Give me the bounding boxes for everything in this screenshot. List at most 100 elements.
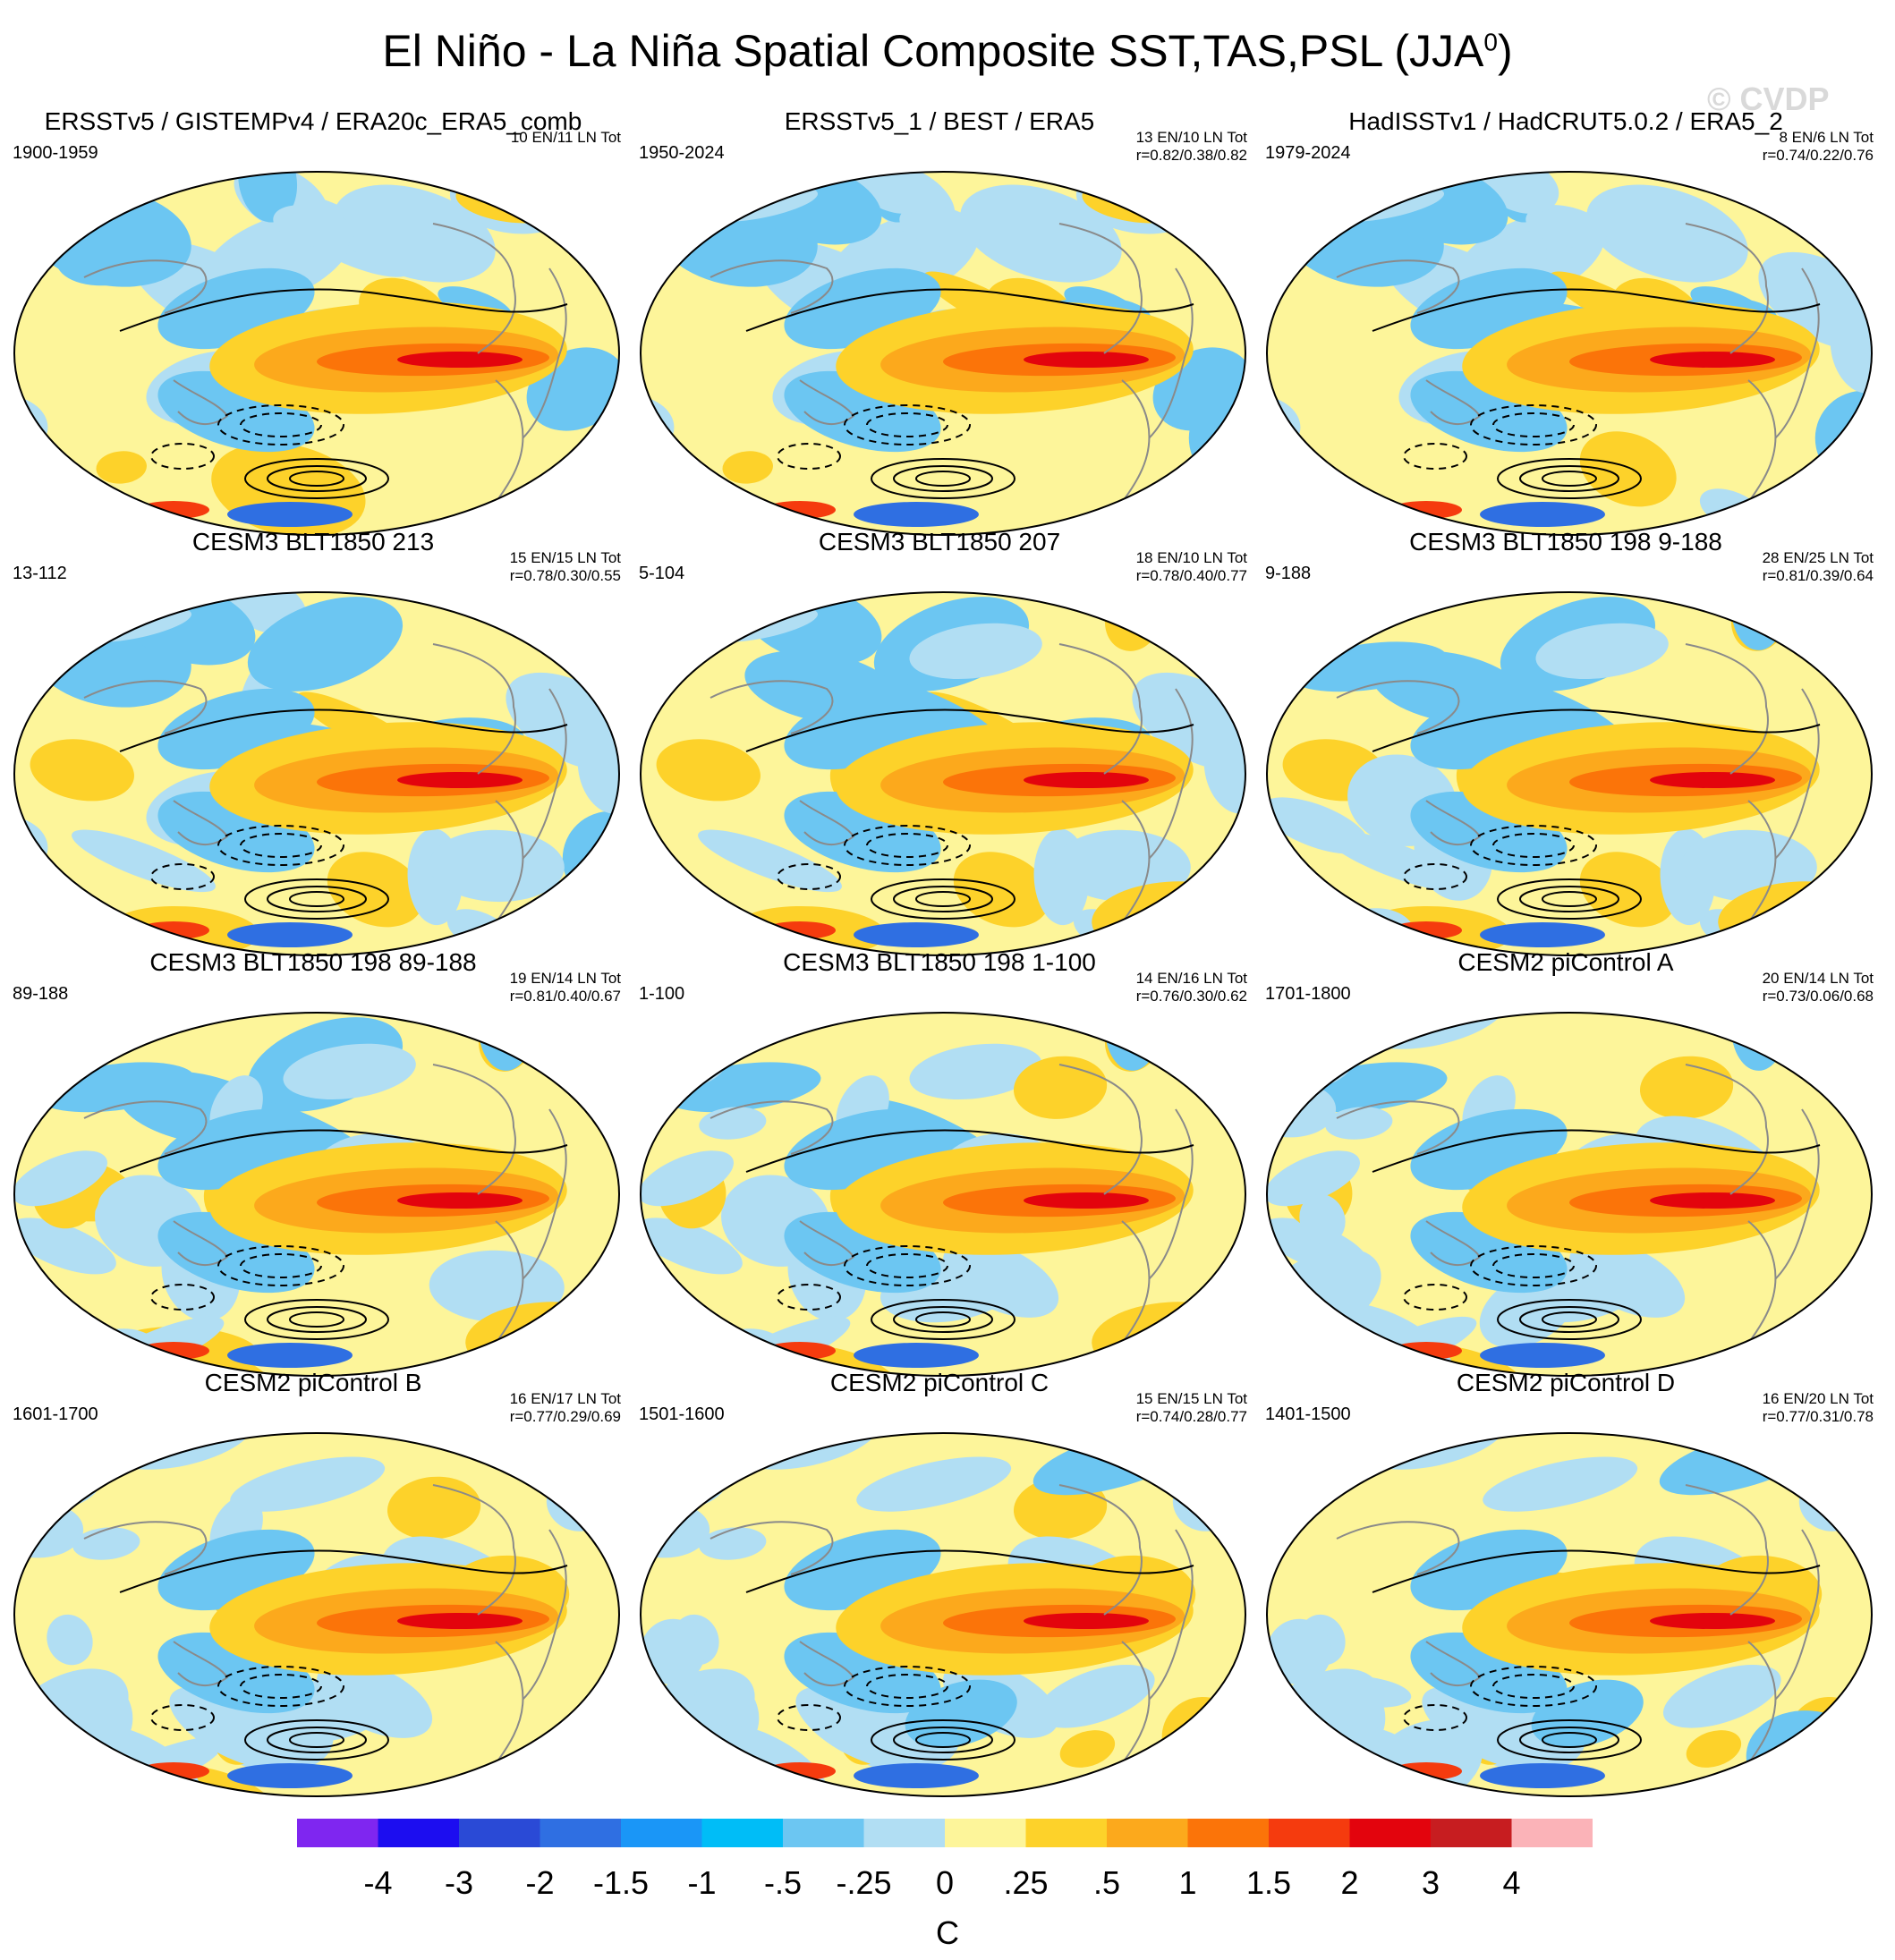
coastline [173, 800, 229, 846]
psl-contour-positive [267, 1306, 367, 1333]
colorbar-tick-label: 2 [1340, 1864, 1359, 1901]
anomaly-patch [1586, 184, 1748, 283]
coastline [1425, 1220, 1482, 1267]
pattern-correlation: r=0.74/0.22/0.76 [1762, 147, 1874, 164]
colorbar-tick-label: 1.5 [1245, 1864, 1292, 1901]
map-border [13, 591, 620, 956]
coastline [1774, 1108, 1820, 1280]
colorbar-swatch [297, 1819, 378, 1847]
anomaly-patch [641, 1150, 734, 1207]
anomaly-patch [1267, 797, 1369, 854]
anomaly-patch [1299, 1193, 1346, 1245]
psl-contour-positive [1497, 878, 1642, 920]
colorbar-units: C [936, 1914, 959, 1951]
event-counts: 20 EN/14 LN Tot [1762, 970, 1874, 987]
psl-contour-positive [871, 1719, 1015, 1761]
composite-map [1266, 1012, 1873, 1377]
map-panel: CESM3 BLT1850 198 9-188 9-188 28 EN/25 LN … [1253, 528, 1879, 956]
map-panel: CESM3 BLT1850 213 13-112 15 EN/15 LN Tot r=… [0, 528, 626, 956]
composite-map [640, 1432, 1246, 1797]
psl-contour-negative [1403, 863, 1467, 890]
psl-contour-negative [844, 1245, 971, 1286]
anomaly-patch [909, 1043, 1042, 1100]
panel-counts: 15 EN/15 LN Tot r=0.74/0.28/0.77 [1136, 1390, 1247, 1426]
psl-zero-contour [1372, 1129, 1821, 1173]
figure-title-superscript: 0 [1483, 28, 1498, 56]
warm-tongue-peak [1650, 1192, 1775, 1209]
psl-zero-contour [1372, 708, 1821, 752]
pattern-correlation: r=0.78/0.40/0.77 [1135, 567, 1247, 584]
coastline [83, 680, 208, 734]
panel-counts: 15 EN/15 LN Tot r=0.78/0.30/0.55 [510, 549, 621, 585]
panel-title: CESM2 piControl A [1457, 948, 1674, 976]
event-counts: 16 EN/20 LN Tot [1762, 1390, 1874, 1407]
panel-period: 1501-1600 [639, 1404, 725, 1424]
map-panel: HadISSTv1 / HadCRUT5.0.2 / ERA5_2 1979-20… [1253, 107, 1879, 536]
coastline [1685, 223, 1769, 354]
psl-contour-positive [1497, 1299, 1642, 1340]
psl-zero-contour [119, 708, 568, 752]
cool-anomaly-antarctic [854, 502, 979, 527]
psl-contour-positive [1497, 458, 1642, 499]
panel-period: 1950-2024 [639, 143, 725, 163]
psl-contour-negative [150, 443, 215, 470]
anomaly-patch [1483, 1456, 1638, 1512]
anomaly-patch [14, 1218, 116, 1275]
pattern-correlation: r=0.77/0.31/0.78 [1762, 1408, 1874, 1425]
colorbar-swatch [863, 1819, 946, 1847]
colorbar-tick-label: -.25 [836, 1864, 892, 1901]
panel-title: ERSSTv5 / GISTEMPv4 / ERA20c_ERA5_comb [44, 107, 582, 135]
map-border [1266, 1432, 1873, 1797]
map-border [13, 1432, 620, 1797]
coastline [799, 800, 855, 846]
psl-contour-negative [1470, 1245, 1597, 1286]
coastline [1425, 800, 1482, 846]
anomaly-patch [641, 1618, 706, 1685]
coastline [1148, 267, 1194, 439]
psl-contour-positive [1542, 891, 1597, 907]
panel-counts: 16 EN/20 LN Tot r=0.77/0.31/0.78 [1763, 1390, 1874, 1426]
anomaly-patch [1267, 592, 1329, 647]
panel-title: CESM2 piControl D [1456, 1369, 1676, 1396]
coastline [1058, 223, 1143, 354]
map-panel: CESM3 BLT1850 198 1-100 1-100 14 EN/16 LN … [626, 948, 1253, 1377]
figure-title-close: ) [1497, 26, 1513, 76]
anomaly-patch [1320, 1676, 1412, 1708]
psl-contour-positive [893, 886, 993, 912]
psl-contour-negative [217, 1666, 344, 1707]
psl-zero-contour [745, 708, 1194, 752]
panel-counts: 10 EN/11 LN Tot [511, 129, 621, 147]
event-counts: 10 EN/11 LN Tot [510, 129, 621, 146]
coastline [522, 1108, 567, 1280]
coastline [522, 1529, 567, 1701]
coastline [1774, 688, 1820, 860]
psl-contour-negative [1492, 1674, 1575, 1699]
psl-contour-negative [777, 443, 841, 470]
coastline [1685, 1484, 1769, 1616]
anomaly-patch [593, 172, 619, 208]
pattern-correlation: r=0.82/0.38/0.82 [1135, 147, 1247, 164]
pattern-correlation: r=0.76/0.30/0.62 [1135, 988, 1247, 1005]
anomaly-patch [283, 1043, 416, 1100]
pattern-correlation: r=0.77/0.29/0.69 [509, 1408, 621, 1425]
coastline [1774, 1529, 1820, 1701]
psl-contour-negative [777, 863, 841, 890]
psl-zero-contour [745, 1129, 1194, 1173]
anomaly-patch [1267, 1150, 1360, 1207]
psl-contour-positive [871, 878, 1015, 920]
psl-contour-negative [150, 863, 215, 890]
panel-counts: 13 EN/10 LN Tot r=0.82/0.38/0.82 [1136, 129, 1247, 165]
panel-title: CESM3 BLT1850 213 [191, 528, 435, 556]
colorbar-swatch [701, 1819, 784, 1847]
psl-zero-contour [1372, 1549, 1821, 1593]
psl-contour-negative [1492, 412, 1575, 437]
psl-contour-negative [1470, 404, 1597, 445]
colorbar-swatch [1025, 1819, 1108, 1847]
event-counts: 8 EN/6 LN Tot [1779, 129, 1874, 146]
anomaly-patch [698, 829, 842, 893]
coastline [710, 1100, 834, 1155]
colorbar-swatch [1269, 1819, 1350, 1847]
psl-contour-negative [777, 1284, 841, 1311]
pattern-correlation: r=0.74/0.28/0.77 [1135, 1408, 1247, 1425]
colorbar-swatch [621, 1819, 702, 1847]
